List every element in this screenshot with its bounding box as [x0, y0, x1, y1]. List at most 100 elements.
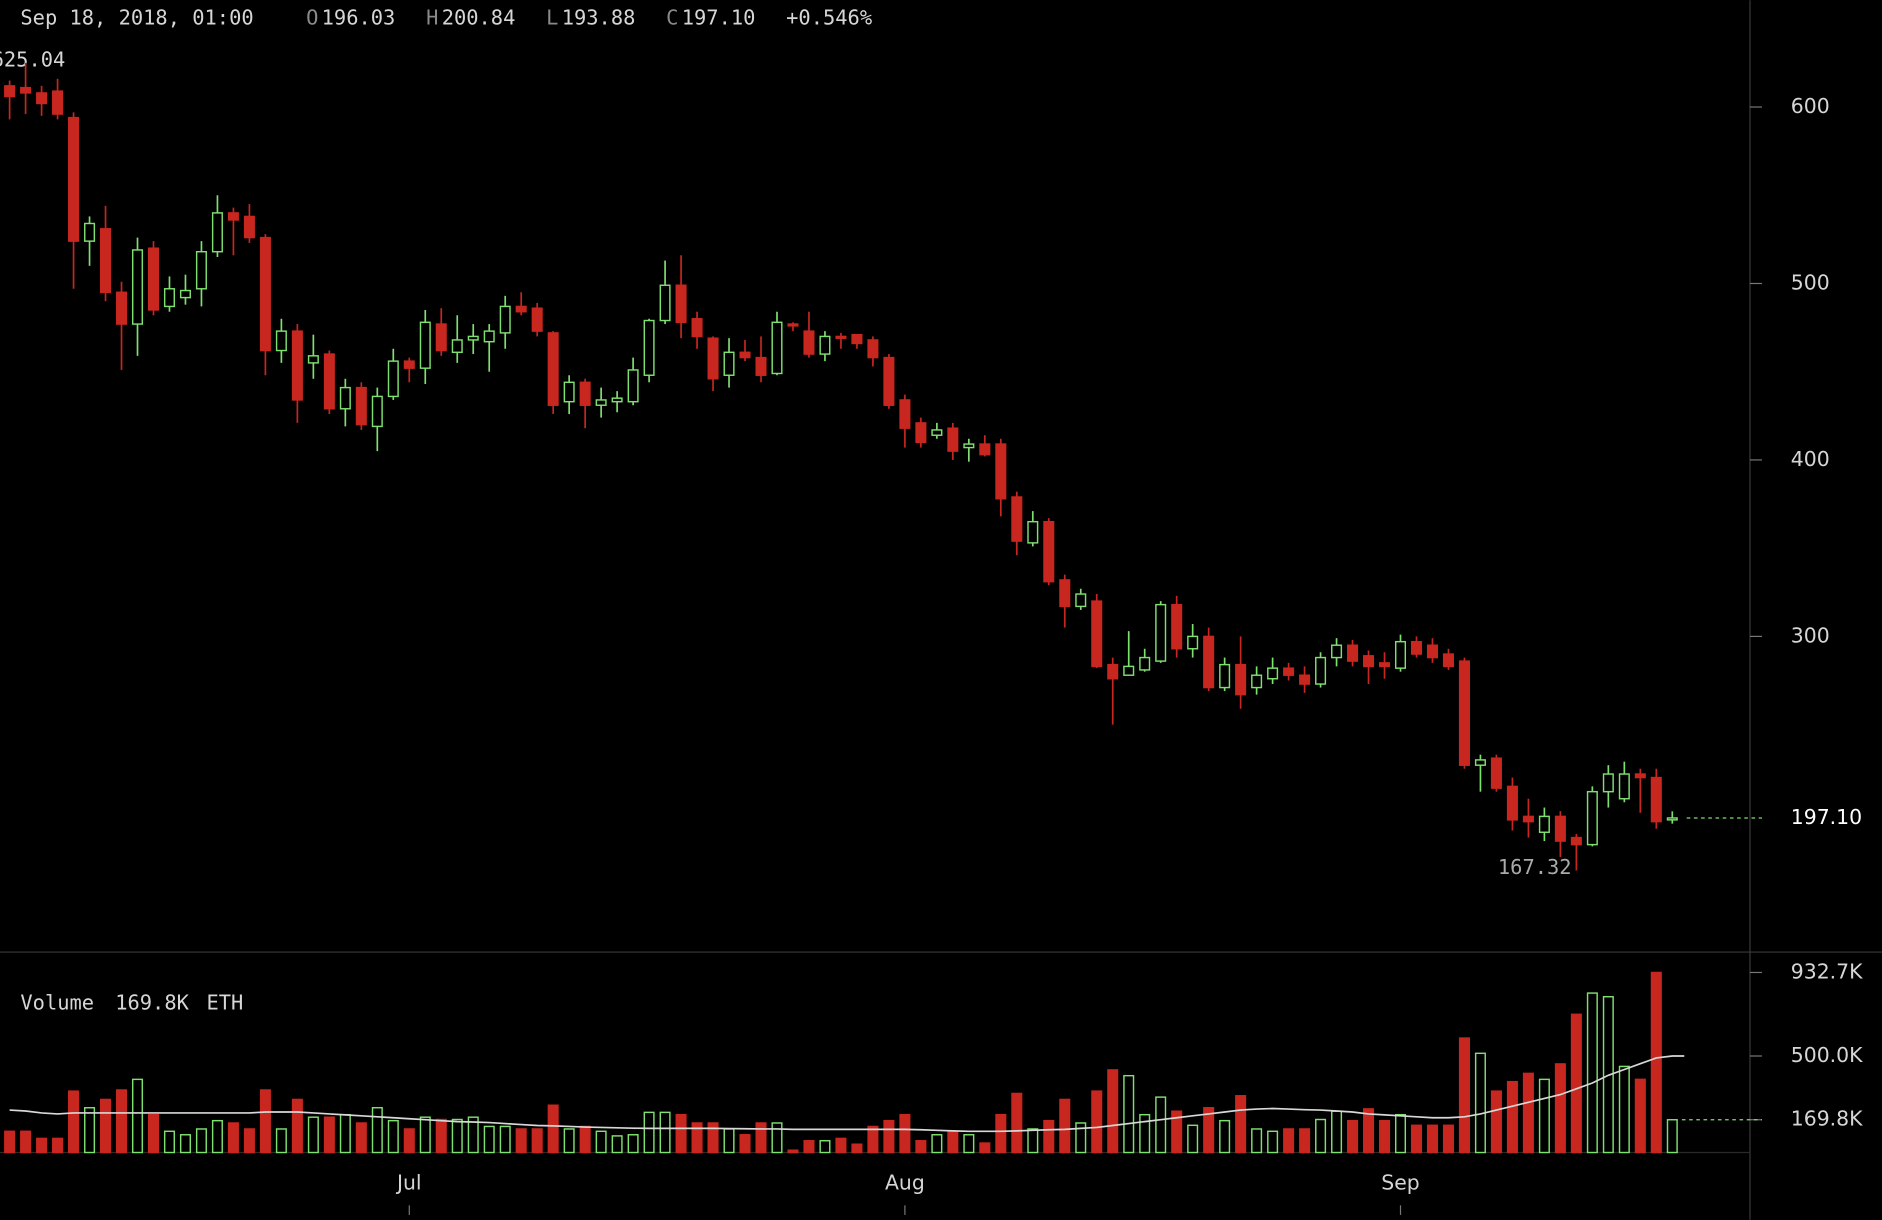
- candle-body: [531, 307, 543, 332]
- volume-bar: [1474, 1052, 1486, 1154]
- candle-body: [499, 305, 511, 334]
- volume-bar: [1075, 1122, 1087, 1154]
- candle-body: [1554, 815, 1566, 842]
- volume-bar: [68, 1090, 80, 1154]
- candle-body: [4, 85, 16, 98]
- volume-bar: [1394, 1113, 1407, 1154]
- volume-bar: [755, 1122, 767, 1154]
- candle-body: [659, 284, 671, 322]
- volume-bar: [467, 1116, 479, 1154]
- candle-body: [467, 335, 479, 341]
- volume-bar: [547, 1104, 559, 1154]
- y-tick-label: 600: [1791, 94, 1830, 118]
- candle-body: [595, 399, 607, 406]
- candle-body: [771, 321, 783, 375]
- volume-bar: [691, 1122, 703, 1154]
- header-date: Sep 18, 2018, 01:00: [20, 5, 253, 29]
- candle-body: [147, 247, 160, 311]
- candle-body: [339, 386, 351, 410]
- candle-body: [1155, 603, 1167, 662]
- volume-bar: [1267, 1130, 1279, 1154]
- candle-body: [1075, 593, 1087, 608]
- volume-bar: [1538, 1078, 1550, 1154]
- volume-bar: [1506, 1080, 1518, 1154]
- volume-bar: [1554, 1063, 1566, 1154]
- candle-body: [515, 305, 527, 313]
- volume-bar: [1490, 1090, 1502, 1154]
- header-key: L: [546, 5, 558, 29]
- volume-bar: [227, 1122, 239, 1154]
- candle-body: [323, 353, 335, 410]
- volume-bar: [20, 1130, 32, 1154]
- header-key: H: [426, 5, 438, 29]
- header-value: 197.10: [682, 5, 756, 29]
- volume-legend-unit: ETH: [206, 991, 243, 1015]
- volume-bar: [52, 1137, 64, 1154]
- candle-body: [995, 443, 1007, 500]
- volume-bar: [1011, 1092, 1023, 1154]
- volume-bar: [36, 1137, 48, 1154]
- candle-body: [1506, 785, 1518, 821]
- candle-body: [707, 337, 719, 380]
- candle-body: [179, 289, 191, 299]
- candle-body: [291, 330, 303, 401]
- volume-bar: [1426, 1124, 1439, 1154]
- candle-body: [1410, 640, 1423, 655]
- candle-body: [787, 323, 799, 327]
- candle-body: [883, 356, 895, 406]
- candle-body: [803, 330, 815, 355]
- candle-body: [1570, 836, 1582, 846]
- volume-bar: [1522, 1072, 1534, 1154]
- candle-body: [915, 422, 927, 444]
- candle-body: [355, 386, 367, 426]
- candle-body: [723, 351, 735, 376]
- volume-bar: [1570, 1013, 1582, 1154]
- candle-body: [1442, 653, 1454, 668]
- header-value: 200.84: [442, 5, 516, 29]
- candle-body: [1283, 667, 1295, 676]
- volume-bar: [1315, 1118, 1327, 1154]
- volume-bar: [115, 1089, 128, 1154]
- candle-body: [1139, 656, 1151, 671]
- volume-bar: [851, 1143, 863, 1154]
- volume-bar: [1251, 1128, 1263, 1154]
- volume-bar: [403, 1128, 415, 1154]
- volume-bar: [659, 1111, 671, 1154]
- candle-body: [1027, 520, 1039, 544]
- candle-body: [1363, 655, 1375, 668]
- volume-bar: [1458, 1037, 1470, 1154]
- volume-bar: [979, 1142, 991, 1154]
- candle-body: [1474, 759, 1486, 766]
- candle-body: [131, 249, 144, 325]
- volume-bar: [259, 1089, 271, 1154]
- volume-bar: [963, 1134, 975, 1154]
- candle-body: [20, 86, 32, 94]
- candle-body: [227, 212, 239, 221]
- candle-body: [563, 381, 575, 403]
- candle-body: [1123, 665, 1135, 676]
- candle-body: [275, 330, 287, 352]
- volume-bar: [883, 1119, 895, 1154]
- volume-bar: [147, 1113, 160, 1154]
- volume-bar: [4, 1130, 16, 1154]
- candle-body: [835, 335, 847, 339]
- y2-tick-label: 932.7K: [1791, 959, 1863, 983]
- y-tick-label: 400: [1791, 447, 1830, 471]
- volume-bar: [627, 1134, 639, 1154]
- volume-bar: [1283, 1128, 1295, 1154]
- candle-body: [1299, 674, 1311, 685]
- volume-bar: [1107, 1069, 1119, 1154]
- candle-body: [931, 429, 943, 436]
- header-value: 193.88: [562, 5, 636, 29]
- candle-body: [899, 399, 911, 429]
- volume-bar: [323, 1116, 335, 1154]
- candle-body: [1043, 520, 1055, 583]
- volume-bar: [1331, 1110, 1343, 1154]
- candle-body: [1650, 776, 1662, 823]
- volume-bar: [84, 1107, 96, 1154]
- last-price-label: 197.10: [1791, 805, 1862, 829]
- volume-bar: [435, 1118, 447, 1154]
- volume-bar: [1219, 1119, 1231, 1154]
- volume-bar: [1123, 1074, 1135, 1154]
